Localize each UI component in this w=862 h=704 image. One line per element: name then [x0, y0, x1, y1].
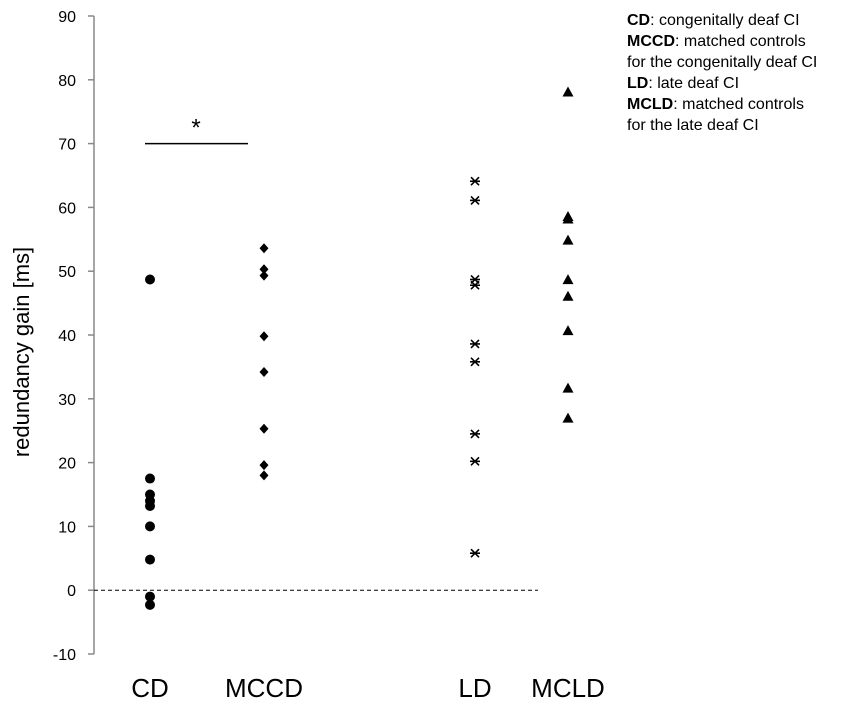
legend-text: for the late deaf CI: [627, 117, 759, 134]
y-tick-label: 70: [58, 137, 76, 154]
data-points: [145, 86, 574, 610]
data-point-mcld: [562, 86, 574, 97]
y-tick-label: 90: [58, 9, 76, 26]
y-tick-label: 60: [58, 200, 76, 217]
data-point-cd: [145, 554, 155, 565]
data-point-ld: [470, 357, 480, 367]
x-category-label: LD: [458, 673, 491, 703]
data-point-mccd: [259, 460, 269, 471]
data-point-mccd: [259, 470, 269, 481]
data-point-cd: [145, 473, 155, 484]
legend-row: for the late deaf CI: [627, 115, 817, 136]
data-point-mcld: [562, 290, 574, 301]
x-category-label: MCLD: [531, 673, 605, 703]
data-point-ld: [470, 339, 480, 349]
legend-text: : congenitally deaf CI: [650, 12, 800, 29]
data-point-ld: [470, 176, 480, 186]
data-point-mccd: [259, 264, 269, 275]
legend-row: MCCD: matched controls: [627, 31, 817, 52]
y-axis-label: redundancy gain [ms]: [9, 246, 34, 458]
significance-marker: *: [145, 115, 248, 145]
legend-text: : matched controls: [673, 96, 804, 113]
y-axis-ticks: -10 0 10 20 30 40 50 60 70 80 90: [53, 9, 94, 664]
legend-key: LD: [627, 75, 649, 92]
x-category-label: MCCD: [225, 673, 303, 703]
data-point-ld: [470, 429, 480, 439]
legend-row: LD: late deaf CI: [627, 73, 817, 94]
y-tick-label: 30: [58, 392, 76, 409]
data-point-ld: [470, 456, 480, 466]
y-tick-label: -10: [53, 647, 76, 664]
y-tick-label: 0: [67, 583, 76, 600]
x-axis-labels: CD MCCD LD MCLD: [131, 673, 605, 703]
data-point-mccd: [259, 367, 269, 378]
legend-row: for the congenitally deaf CI: [627, 52, 817, 73]
x-category-label: CD: [131, 673, 169, 703]
data-point-mccd: [259, 423, 269, 434]
data-point-cd: [145, 591, 155, 602]
data-point-mcld: [562, 382, 574, 393]
legend-row: CD: congenitally deaf CI: [627, 10, 817, 31]
legend-row: MCLD: matched controls: [627, 94, 817, 115]
legend-key: MCCD: [627, 33, 675, 50]
y-tick-label: 40: [58, 328, 76, 345]
y-tick-label: 10: [58, 519, 76, 536]
y-tick-label: 50: [58, 264, 76, 281]
legend-text: : matched controls: [675, 33, 806, 50]
data-point-mcld: [562, 213, 574, 224]
data-point-mccd: [259, 243, 269, 254]
data-point-mcld: [562, 325, 574, 336]
data-point-cd: [145, 500, 155, 511]
data-point-mccd: [259, 270, 269, 281]
data-point-ld: [470, 280, 480, 290]
legend-text: for the congenitally deaf CI: [627, 54, 818, 71]
y-tick-label: 20: [58, 456, 76, 473]
data-point-cd: [145, 274, 155, 285]
data-point-ld: [470, 195, 480, 205]
data-point-ld: [470, 548, 480, 558]
legend-key: MCLD: [627, 96, 674, 113]
data-point-mcld: [562, 234, 574, 245]
legend-text: : late deaf CI: [648, 75, 740, 92]
y-tick-label: 80: [58, 73, 76, 90]
legend: CD: congenitally deaf CI MCCD: matched c…: [627, 10, 817, 136]
data-point-mccd: [259, 331, 269, 342]
legend-key: CD: [627, 12, 651, 29]
data-point-mcld: [562, 412, 574, 423]
significance-label: *: [191, 115, 200, 142]
data-point-cd: [145, 599, 155, 610]
data-point-cd: [145, 521, 155, 532]
data-point-mcld: [562, 274, 574, 285]
